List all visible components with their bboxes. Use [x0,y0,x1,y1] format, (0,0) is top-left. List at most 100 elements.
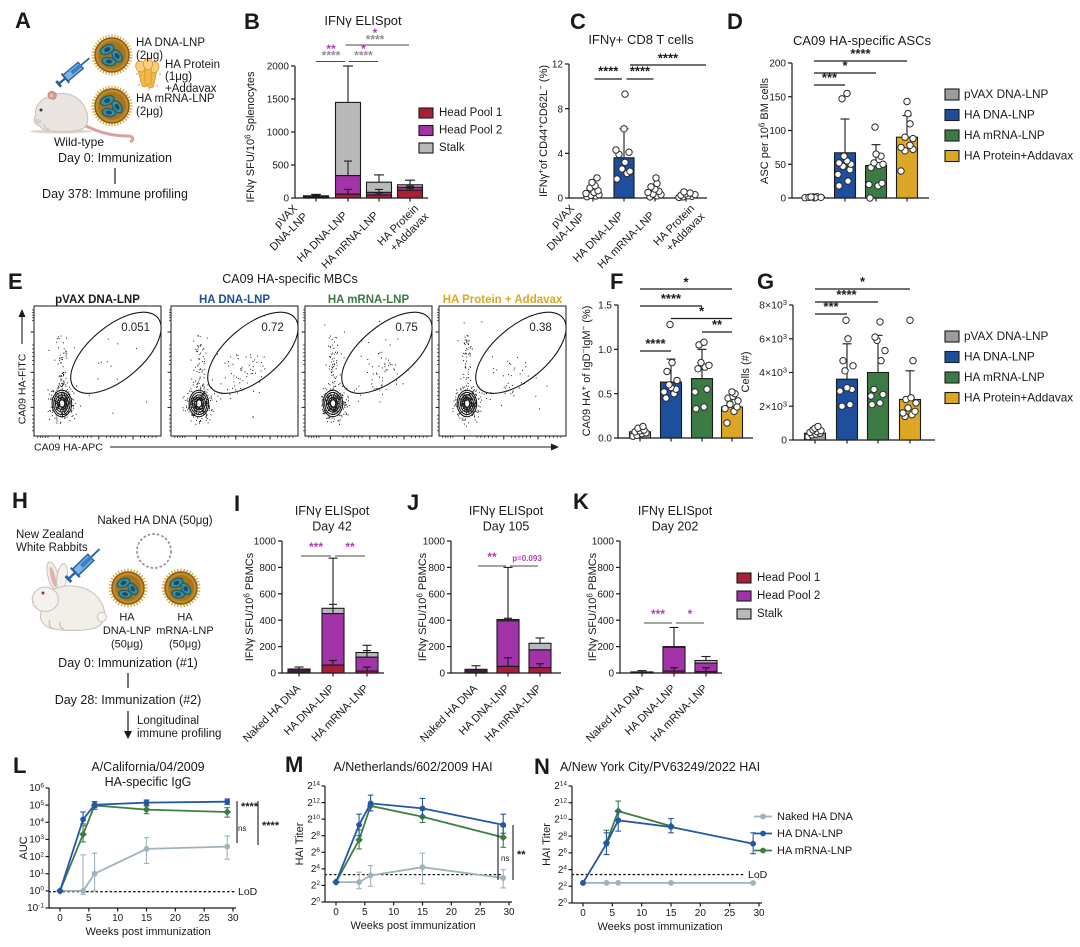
svg-text:6×103: 6×103 [759,332,787,346]
svg-text:5: 5 [86,913,92,924]
svg-text:500: 500 [272,161,289,172]
svg-text:AUC: AUC [18,836,30,859]
svg-text:Head Pool 2: Head Pool 2 [439,125,502,137]
svg-text:IFNγ SFU/106 PBMCs: IFNγ SFU/106 PBMCs [243,552,257,661]
svg-text:N: N [534,754,550,779]
svg-text:HA Protein+Addavax: HA Protein+Addavax [964,149,1073,163]
svg-text:100: 100 [769,126,786,137]
svg-text:HA mRNA-LNP: HA mRNA-LNP [136,93,215,105]
svg-text:22: 22 [558,881,568,893]
svg-text:HA mRNA-LNP: HA mRNA-LNP [964,128,1045,142]
svg-text:IFNγ SFU/106 PBMCs: IFNγ SFU/106 PBMCs [586,552,600,661]
svg-text:1000: 1000 [267,128,290,139]
svg-text:*: * [373,26,378,40]
svg-text:CA09 HA-APC: CA09 HA-APC [34,442,103,454]
svg-text:HA: HA [177,612,193,624]
svg-text:102: 102 [29,851,44,863]
svg-text:ns: ns [501,854,509,863]
svg-text:106: 106 [29,783,44,795]
svg-text:1.5: 1.5 [598,301,612,312]
svg-text:HA DNA-LNP: HA DNA-LNP [777,828,843,840]
svg-text:10-1: 10-1 [27,903,44,915]
svg-text:HA Protein + Addavax: HA Protein + Addavax [443,294,563,306]
svg-text:Head Pool 1: Head Pool 1 [757,572,820,584]
svg-text:CA09 HA-FITC: CA09 HA-FITC [17,353,29,424]
svg-text:25: 25 [724,908,736,919]
svg-text:24: 24 [558,864,568,876]
svg-text:0.5: 0.5 [598,389,612,400]
svg-text:15: 15 [417,907,429,918]
svg-text:IFNγ ELISpot: IFNγ ELISpot [638,504,713,518]
svg-text:4×103: 4×103 [759,366,787,380]
svg-text:0.38: 0.38 [529,322,551,334]
svg-text:50: 50 [775,160,787,171]
svg-text:Day 105: Day 105 [483,520,530,534]
svg-text:Weeks post immunization: Weeks post immunization [350,920,475,932]
svg-text:****: **** [322,49,341,63]
svg-text:E: E [8,269,23,294]
svg-text:G: G [757,269,774,294]
svg-text:800: 800 [259,563,276,574]
svg-text:****: **** [850,46,871,61]
svg-text:214: 214 [554,781,567,793]
svg-text:0.72: 0.72 [261,322,283,334]
svg-text:Cells (#): Cells (#) [740,352,752,393]
svg-text:**: ** [712,317,723,332]
svg-text:F: F [610,269,623,294]
svg-text:K: K [573,489,589,514]
svg-text:Naked HA DNA (50μg): Naked HA DNA (50μg) [97,515,212,527]
svg-text:LoD: LoD [748,869,768,881]
svg-text:p=0.093: p=0.093 [512,554,542,563]
svg-text:ASC per 106 BM cells: ASC per 106 BM cells [758,78,772,184]
svg-text:****: **** [354,49,373,63]
svg-text:D: D [727,9,743,34]
svg-text:pVAX DNA-LNP: pVAX DNA-LNP [55,294,140,306]
svg-text:10: 10 [112,913,124,924]
svg-text:****: **** [241,801,259,813]
svg-text:HA: HA [119,612,135,624]
svg-text:Stalk: Stalk [757,608,783,620]
svg-text:**: ** [326,42,336,56]
svg-text:****: **** [661,291,682,306]
svg-text:(50μg): (50μg) [169,639,201,651]
svg-text:IFNγ ELISpot: IFNγ ELISpot [324,13,402,28]
svg-text:0: 0 [580,908,586,919]
svg-text:HA-specific IgG: HA-specific IgG [105,775,192,789]
svg-text:New Zealand: New Zealand [16,529,84,541]
svg-text:26: 26 [558,848,568,860]
svg-text:Naked HA DNA: Naked HA DNA [777,811,853,823]
svg-text:IFNγ SFU/106 PBMCs: IFNγ SFU/106 PBMCs [416,552,430,661]
svg-text:Day 42: Day 42 [312,520,352,534]
svg-text:12: 12 [552,60,564,71]
svg-text:1.0: 1.0 [598,345,612,356]
svg-text:M: M [285,752,303,777]
svg-text:1000: 1000 [254,537,277,548]
svg-text:HA mRNA-LNP: HA mRNA-LNP [777,845,852,857]
svg-text:20: 20 [311,897,321,909]
svg-text:22: 22 [311,880,321,892]
svg-text:**: ** [517,849,526,861]
svg-text:A/California/04/2009: A/California/04/2009 [91,760,204,774]
svg-text:214: 214 [307,781,320,793]
svg-text:HA mRNA-LNP: HA mRNA-LNP [328,294,410,306]
svg-text:10: 10 [636,908,648,919]
svg-text:immune profiling: immune profiling [137,728,221,740]
svg-text:I: I [234,491,240,516]
svg-text:210: 210 [554,814,567,826]
svg-text:IFNγ SFU/106 Splenocytes: IFNγ SFU/106 Splenocytes [244,71,258,203]
svg-text:***: *** [309,540,323,554]
svg-text:CA09 HA+ of IgD−IgM− (%): CA09 HA+ of IgD−IgM− (%) [580,306,594,437]
svg-text:24: 24 [311,864,321,876]
svg-text:26: 26 [311,847,321,859]
svg-text:200: 200 [259,642,276,653]
svg-text:25: 25 [475,907,487,918]
svg-text:8: 8 [557,104,563,115]
svg-text:****: **** [630,64,651,79]
svg-text:28: 28 [311,830,321,842]
svg-text:H: H [12,488,28,513]
svg-text:HAI Titer: HAI Titer [294,822,306,865]
svg-text:200: 200 [597,642,614,653]
svg-text:*: * [361,42,366,56]
svg-text:**: ** [345,540,355,554]
svg-text:*: * [860,274,866,289]
